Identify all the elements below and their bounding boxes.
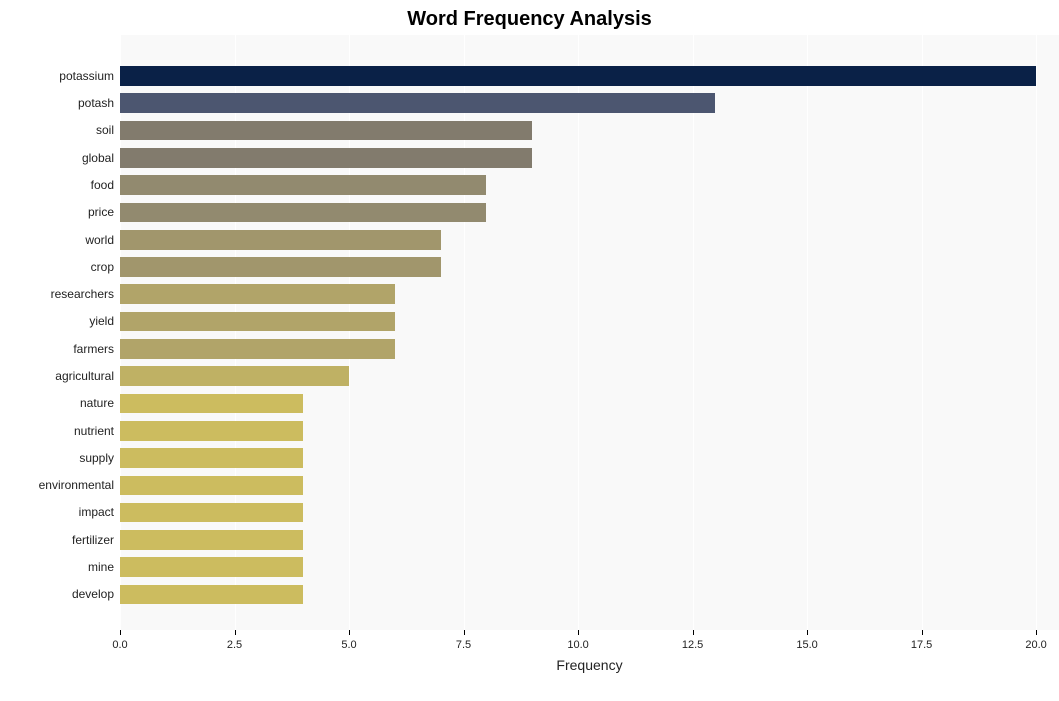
y-tick-label: supply xyxy=(0,451,114,465)
y-tick-label: mine xyxy=(0,560,114,574)
grid-line xyxy=(693,35,694,630)
bar xyxy=(120,585,303,605)
bar xyxy=(120,284,395,304)
x-tick-label: 2.5 xyxy=(227,639,242,651)
grid-line xyxy=(807,35,808,630)
x-axis-title: Frequency xyxy=(355,657,825,673)
grid-line xyxy=(922,35,923,630)
y-tick-label: agricultural xyxy=(0,369,114,383)
x-tick-label: 12.5 xyxy=(682,639,703,651)
y-tick-label: food xyxy=(0,178,114,192)
bar xyxy=(120,448,303,468)
bar xyxy=(120,421,303,441)
bar xyxy=(120,257,441,277)
x-tick-mark xyxy=(120,630,121,635)
y-tick-label: nutrient xyxy=(0,424,114,438)
y-tick-label: soil xyxy=(0,123,114,137)
bar xyxy=(120,394,303,414)
x-tick-mark xyxy=(1036,630,1037,635)
y-tick-label: crop xyxy=(0,260,114,274)
y-tick-label: develop xyxy=(0,587,114,601)
chart-title: Word Frequency Analysis xyxy=(0,8,1059,31)
bar xyxy=(120,66,1036,86)
grid-line xyxy=(1036,35,1037,630)
bar xyxy=(120,121,532,141)
bar xyxy=(120,557,303,577)
x-tick-label: 10.0 xyxy=(567,639,588,651)
x-tick-label: 7.5 xyxy=(456,639,471,651)
y-tick-label: potassium xyxy=(0,69,114,83)
x-tick-label: 17.5 xyxy=(911,639,932,651)
bar xyxy=(120,339,395,359)
bar xyxy=(120,366,349,386)
plot-area xyxy=(120,35,1059,630)
bar xyxy=(120,503,303,523)
chart-container: Word Frequency Analysis Frequency 0.0 2.5… xyxy=(0,0,1059,701)
bar xyxy=(120,476,303,496)
bar xyxy=(120,312,395,332)
x-tick-label: 0.0 xyxy=(112,639,127,651)
bar xyxy=(120,530,303,550)
x-tick-label: 15.0 xyxy=(796,639,817,651)
y-tick-label: fertilizer xyxy=(0,533,114,547)
y-tick-label: potash xyxy=(0,96,114,110)
x-tick-label: 5.0 xyxy=(341,639,356,651)
x-tick-mark xyxy=(464,630,465,635)
bar xyxy=(120,175,486,195)
x-tick-mark xyxy=(235,630,236,635)
y-tick-label: world xyxy=(0,233,114,247)
y-tick-label: environmental xyxy=(0,478,114,492)
y-tick-label: nature xyxy=(0,396,114,410)
y-tick-label: researchers xyxy=(0,287,114,301)
y-tick-label: farmers xyxy=(0,342,114,356)
bar xyxy=(120,93,715,113)
y-tick-label: global xyxy=(0,151,114,165)
bar xyxy=(120,148,532,168)
x-tick-label: 20.0 xyxy=(1025,639,1046,651)
x-tick-mark xyxy=(922,630,923,635)
x-tick-mark xyxy=(807,630,808,635)
x-tick-mark xyxy=(693,630,694,635)
y-tick-label: price xyxy=(0,205,114,219)
x-tick-mark xyxy=(349,630,350,635)
bar xyxy=(120,230,441,250)
y-tick-label: impact xyxy=(0,505,114,519)
bar xyxy=(120,203,486,223)
grid-line xyxy=(578,35,579,630)
y-tick-label: yield xyxy=(0,314,114,328)
x-tick-mark xyxy=(578,630,579,635)
